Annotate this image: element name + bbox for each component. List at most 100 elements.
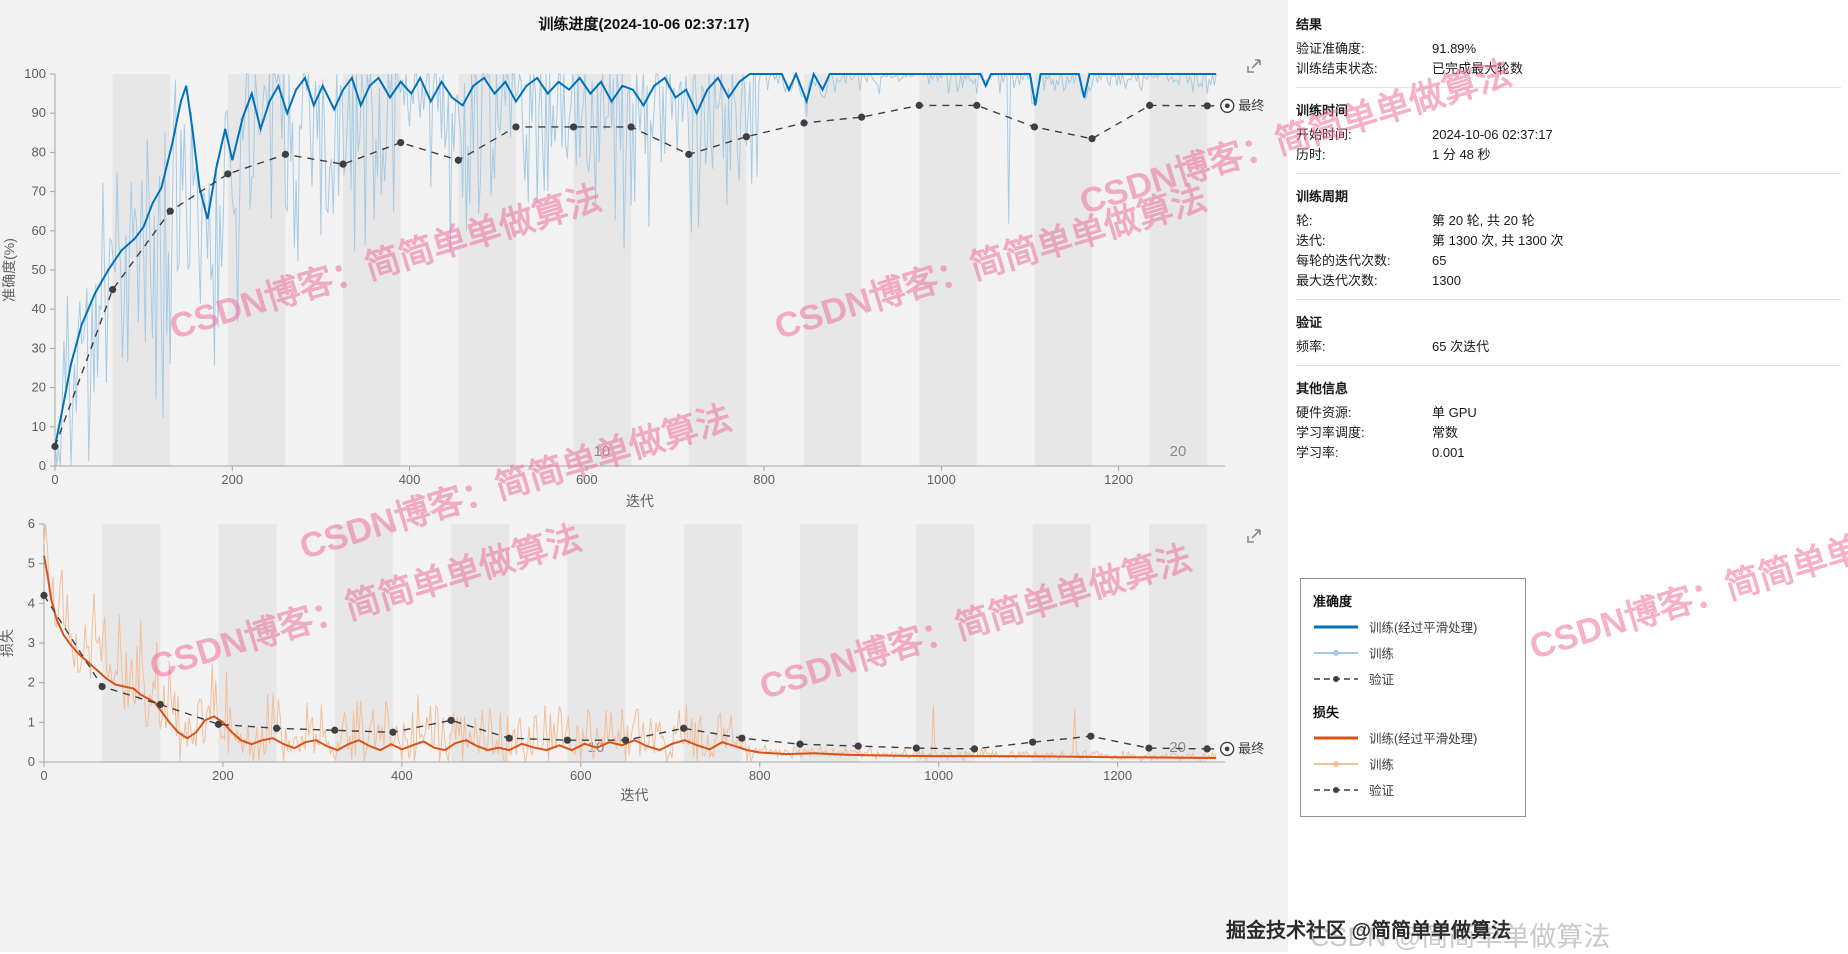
- legend-label: 验证: [1369, 784, 1395, 798]
- svg-text:800: 800: [753, 472, 775, 487]
- row-label: 验证准确度:: [1296, 41, 1365, 56]
- svg-text:1200: 1200: [1104, 472, 1133, 487]
- row-label: 学习率:: [1296, 445, 1339, 460]
- svg-text:20: 20: [32, 380, 46, 395]
- svg-text:600: 600: [570, 768, 592, 783]
- panel-row: 开始时间: 2024-10-06 02:37:17: [1296, 125, 1841, 145]
- svg-text:迭代: 迭代: [621, 787, 649, 803]
- svg-text:最终: 最终: [1238, 98, 1264, 113]
- svg-text:1200: 1200: [1103, 768, 1132, 783]
- legend-label: 训练(经过平滑处理): [1369, 621, 1478, 635]
- svg-text:5: 5: [28, 556, 35, 571]
- svg-text:400: 400: [391, 768, 413, 783]
- svg-text:20: 20: [1170, 443, 1187, 460]
- legend-entry: 训练: [1313, 754, 1513, 773]
- svg-text:40: 40: [32, 301, 46, 316]
- row-value: 65 次迭代: [1432, 339, 1490, 354]
- panel-row: 学习率: 0.001: [1296, 443, 1841, 463]
- row-value: 65: [1432, 253, 1447, 268]
- panel-row: 验证准确度: 91.89%: [1296, 39, 1841, 59]
- line-sample-icon: [1313, 647, 1359, 659]
- panel-section-training-time: 训练时间 开始时间: 2024-10-06 02:37:17 历时: 1 分 48 …: [1296, 92, 1841, 174]
- line-sample-icon: [1313, 673, 1359, 685]
- svg-text:6: 6: [28, 518, 35, 531]
- svg-text:600: 600: [576, 472, 598, 487]
- loss-chart-area: 0 200 400 600 800 1000 1200 0 1 2 3 4 5 6 迭代 损失 10 20 最终: [0, 518, 1280, 808]
- watermark-text: CSDN博客：简简单单做算法: [1525, 498, 1848, 668]
- row-value: 第 1300 次, 共 1300 次: [1432, 233, 1564, 248]
- legend-label: 训练(经过平滑处理): [1369, 732, 1478, 746]
- svg-text:迭代: 迭代: [626, 493, 654, 509]
- svg-text:800: 800: [749, 768, 771, 783]
- row-label: 开始时间:: [1296, 127, 1352, 142]
- svg-text:10: 10: [32, 419, 46, 434]
- row-value: 91.89%: [1432, 41, 1477, 56]
- line-sample-icon: [1313, 784, 1359, 796]
- line-sample-icon: [1313, 758, 1359, 770]
- svg-text:1: 1: [28, 714, 35, 729]
- svg-text:90: 90: [32, 105, 46, 120]
- svg-text:3: 3: [28, 635, 35, 650]
- legend-entry: 验证: [1313, 780, 1513, 799]
- panel-row: 轮: 第 20 轮, 共 20 轮: [1296, 211, 1841, 231]
- svg-text:60: 60: [32, 223, 46, 238]
- svg-text:1000: 1000: [924, 768, 953, 783]
- legend-entry: 训练: [1313, 643, 1513, 662]
- legend-heading: 损失: [1313, 705, 1340, 720]
- svg-text:70: 70: [32, 184, 46, 199]
- svg-text:200: 200: [221, 472, 243, 487]
- row-value: 1300: [1432, 273, 1461, 288]
- svg-text:损失: 损失: [0, 629, 15, 657]
- svg-text:最终: 最终: [1238, 741, 1264, 756]
- row-value: 已完成最大轮数: [1432, 61, 1524, 76]
- panel-row: 每轮的迭代次数: 65: [1296, 251, 1841, 271]
- legend-heading: 准确度: [1313, 594, 1353, 609]
- juejin-footer-text: 掘金技术社区 @简简单单做算法: [1226, 920, 1512, 942]
- svg-text:4: 4: [28, 595, 35, 610]
- legend-entry: 训练(经过平滑处理): [1313, 728, 1513, 747]
- row-label: 学习率调度:: [1296, 425, 1365, 440]
- row-value: 1 分 48 秒: [1432, 147, 1491, 162]
- chart-legend: 准确度 训练(经过平滑处理) 训练 验证 损失 训练(经过平滑处理) 训练 验证: [1300, 578, 1526, 817]
- panel-section-training-cycle: 训练周期 轮: 第 20 轮, 共 20 轮 迭代: 第 1300 次, 共 130…: [1296, 178, 1841, 300]
- svg-text:1000: 1000: [927, 472, 956, 487]
- section-heading: 训练时间: [1296, 103, 1349, 118]
- axes-export-icon[interactable]: [1244, 526, 1264, 546]
- row-value: 第 20 轮, 共 20 轮: [1432, 213, 1535, 228]
- row-value: 2024-10-06 02:37:17: [1432, 127, 1553, 142]
- legend-label: 验证: [1369, 673, 1395, 687]
- csdn-footer-text: CSDN @简简单单做算法: [1310, 922, 1611, 952]
- svg-text:50: 50: [32, 262, 46, 277]
- legend-group-loss: 损失 训练(经过平滑处理) 训练 验证: [1313, 702, 1513, 799]
- row-label: 频率:: [1296, 339, 1326, 354]
- row-value: 0.001: [1432, 445, 1465, 460]
- svg-text:2: 2: [28, 675, 35, 690]
- row-label: 轮:: [1296, 213, 1313, 228]
- info-panel: 结果 验证准确度: 91.89% 训练结束状态: 已完成最大轮数 训练时间 开始时间…: [1296, 6, 1841, 475]
- legend-entry: 验证: [1313, 669, 1513, 688]
- panel-section-other-info: 其他信息 硬件资源: 单 GPU 学习率调度: 常数 学习率: 0.001: [1296, 370, 1841, 471]
- legend-label: 训练: [1369, 647, 1395, 661]
- svg-text:0: 0: [28, 754, 35, 769]
- row-label: 硬件资源:: [1296, 405, 1352, 420]
- row-label: 最大迭代次数:: [1296, 273, 1378, 288]
- svg-text:400: 400: [399, 472, 421, 487]
- row-label: 历时:: [1296, 147, 1326, 162]
- svg-text:0: 0: [39, 458, 46, 473]
- panel-row: 最大迭代次数: 1300: [1296, 271, 1841, 291]
- panel-row: 迭代: 第 1300 次, 共 1300 次: [1296, 231, 1841, 251]
- legend-entry: 训练(经过平滑处理): [1313, 617, 1513, 636]
- legend-label: 训练: [1369, 758, 1395, 772]
- accuracy-chart: 0 200 400 600 800 1000 1200 0 10 20 30 40 50 60 70 80 90…: [1, 66, 1264, 509]
- svg-text:0: 0: [40, 768, 47, 783]
- row-value: 常数: [1432, 425, 1459, 440]
- svg-text:10: 10: [594, 443, 611, 460]
- line-sample-icon: [1313, 732, 1359, 744]
- panel-row: 硬件资源: 单 GPU: [1296, 403, 1841, 423]
- figure-title: 训练进度(2024-10-06 02:37:17): [538, 16, 750, 33]
- svg-text:30: 30: [32, 340, 46, 355]
- row-label: 训练结束状态:: [1296, 61, 1378, 76]
- accuracy-chart-area: 0 200 400 600 800 1000 1200 0 10 20 30 40 50 60 70 80 90…: [0, 48, 1280, 510]
- svg-text:0: 0: [51, 472, 58, 487]
- axes-export-icon[interactable]: [1244, 56, 1264, 76]
